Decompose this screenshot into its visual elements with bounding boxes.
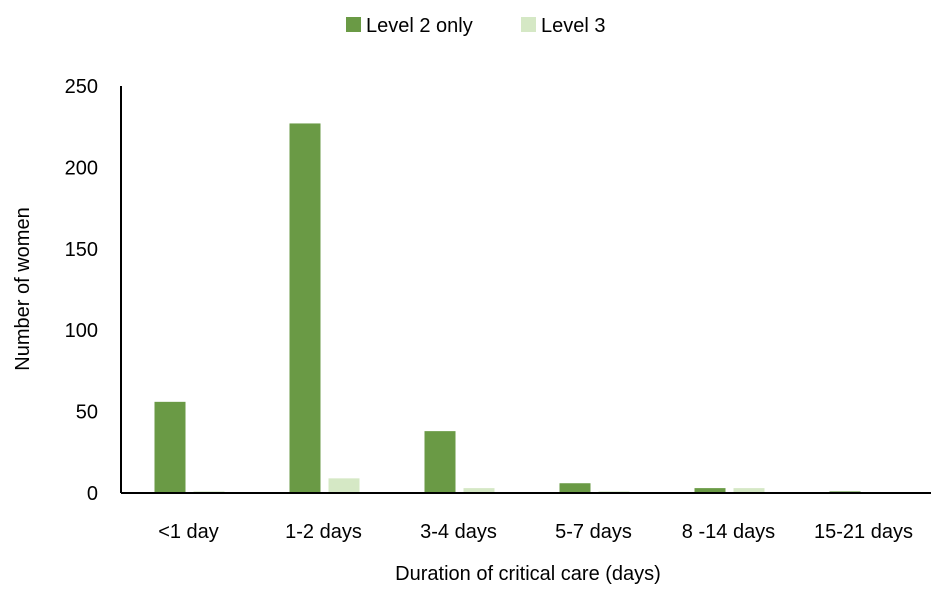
- y-tick-label-100: 100: [65, 320, 98, 342]
- bar-level-3-8-14-days: [733, 488, 765, 493]
- x-axis-title: Duration of critical care (days): [395, 563, 661, 585]
- y-axis-title: Number of women: [12, 207, 34, 370]
- bar-level-2-only-8-14-days: [694, 488, 726, 493]
- y-tick-label-250: 250: [65, 76, 98, 98]
- y-tick-label-0: 0: [87, 483, 98, 505]
- bar-level-2-only-1-day: [154, 401, 186, 493]
- x-tick-label-3-4-days: 3-4 days: [420, 521, 497, 543]
- bars-group: [154, 123, 861, 493]
- x-tick-label-15-21-days: 15-21 days: [814, 521, 913, 543]
- bar-level-2-only-1-2-days: [289, 123, 321, 493]
- x-tick-labels: <1 day 1-2 days 3-4 days 5-7 days 8 -14 days…: [158, 521, 913, 543]
- y-tick-label-150: 150: [65, 239, 98, 261]
- legend-swatch-level-3: [521, 17, 536, 32]
- y-tick-labels: 0 50 100 150 200 250: [65, 76, 98, 505]
- legend-swatch-level-2-only: [346, 17, 361, 32]
- x-tick-label-1-day: <1 day: [158, 521, 219, 543]
- bar-level-3-1-2-days: [328, 478, 360, 493]
- bar-level-2-only-3-4-days: [424, 431, 456, 493]
- bar-level-3-3-4-days: [463, 488, 495, 493]
- y-tick-label-50: 50: [76, 402, 98, 424]
- legend-label-level-3: Level 3: [541, 15, 606, 37]
- legend: Level 2 only Level 3: [346, 15, 606, 37]
- legend-label-level-2-only: Level 2 only: [366, 15, 473, 37]
- x-tick-label-8-14-days: 8 -14 days: [682, 521, 775, 543]
- x-tick-label-1-2-days: 1-2 days: [285, 521, 362, 543]
- bar-level-2-only-5-7-days: [559, 483, 591, 493]
- y-tick-label-200: 200: [65, 157, 98, 179]
- x-tick-label-5-7-days: 5-7 days: [555, 521, 632, 543]
